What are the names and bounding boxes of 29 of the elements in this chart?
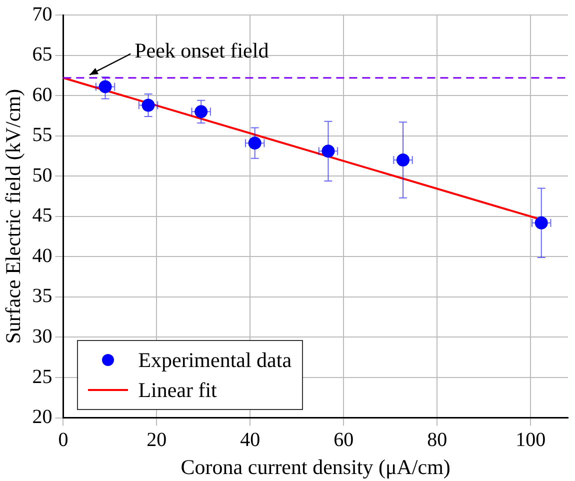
y-tick-label: 60: [32, 84, 52, 106]
point: [98, 80, 112, 94]
x-tick-label: 100: [516, 429, 546, 452]
x-axis-title: Corona current density (μA/cm): [180, 454, 450, 479]
x-tick-label: 40: [240, 429, 260, 452]
y-tick-label: 65: [32, 44, 52, 66]
y-tick-label: 35: [32, 285, 52, 308]
y-tick-label: 25: [32, 366, 52, 388]
point: [194, 105, 208, 118]
annotation: Peek onset field: [134, 38, 270, 62]
y-tick-label: 40: [32, 244, 52, 267]
point: [248, 136, 262, 150]
point: [322, 144, 335, 158]
x-tick-label: 60: [334, 429, 354, 452]
legend-label: Linear fit: [138, 376, 217, 404]
y-tick-label: 50: [32, 164, 52, 186]
point: [142, 98, 155, 112]
point: [534, 216, 548, 230]
y-tick-label: 45: [32, 204, 52, 227]
x-tick-label: 0: [58, 429, 68, 452]
y-tick-label: 30: [32, 325, 52, 348]
point: [396, 154, 410, 167]
y-tick-label: 55: [32, 124, 52, 146]
y-axis-title: Surface Electric field (kV/cm): [1, 89, 26, 344]
legend-label: Experimental data: [138, 346, 292, 374]
y-tick-label: 20: [32, 406, 52, 428]
x-tick-label: 20: [146, 429, 167, 452]
x-tick-label: 80: [427, 429, 448, 452]
y-tick-label: 70: [32, 3, 52, 26]
